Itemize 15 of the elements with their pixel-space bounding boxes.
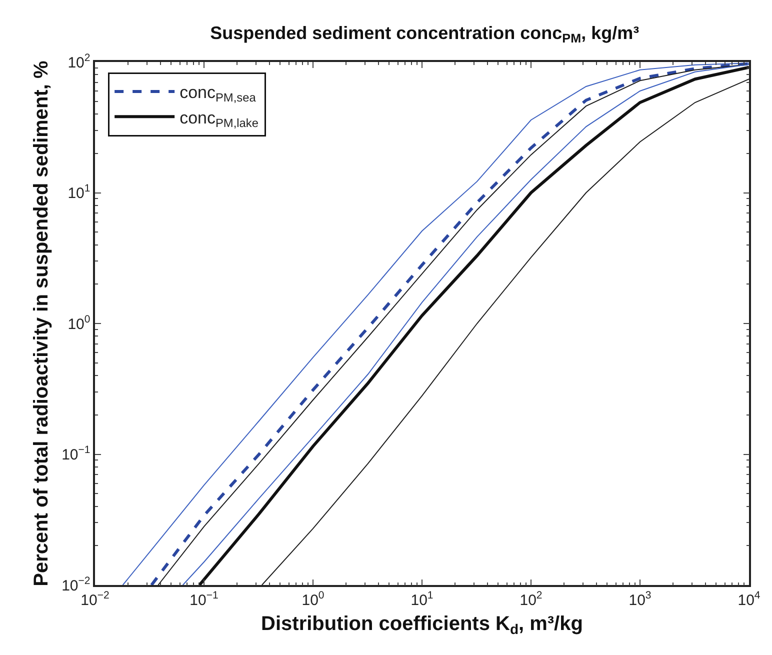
legend-label: conc$_{PM,lake}$ bbox=[180, 108, 259, 130]
y-axis-title: Percent of total radioactivity in suspended sediment, % bbox=[30, 60, 53, 586]
x-tick-label: 10$^{−1}$ bbox=[190, 589, 218, 609]
x-tick-label: 10$^{2}$ bbox=[520, 589, 542, 609]
legend-label: conc$_{PM,sea}$ bbox=[180, 83, 256, 105]
y-tick-label: 10$^{2}$ bbox=[68, 52, 90, 72]
x-axis-title: Distribution coefficients K$_{d}$, m³/kg bbox=[261, 612, 583, 637]
chart-title: Suspended sediment concentration conc$_{PM}$, kg/m³ bbox=[210, 22, 640, 46]
y-tick-label: 10$^{1}$ bbox=[68, 182, 90, 202]
y-tick-label: 10$^{0}$ bbox=[68, 313, 90, 333]
y-tick-label: 10$^{−1}$ bbox=[62, 444, 90, 464]
x-tick-label: 10$^{4}$ bbox=[738, 589, 760, 609]
x-tick-label: 10$^{0}$ bbox=[302, 589, 324, 609]
x-tick-label: 10$^{1}$ bbox=[410, 589, 434, 609]
x-tick-label: 10$^{3}$ bbox=[628, 589, 652, 609]
